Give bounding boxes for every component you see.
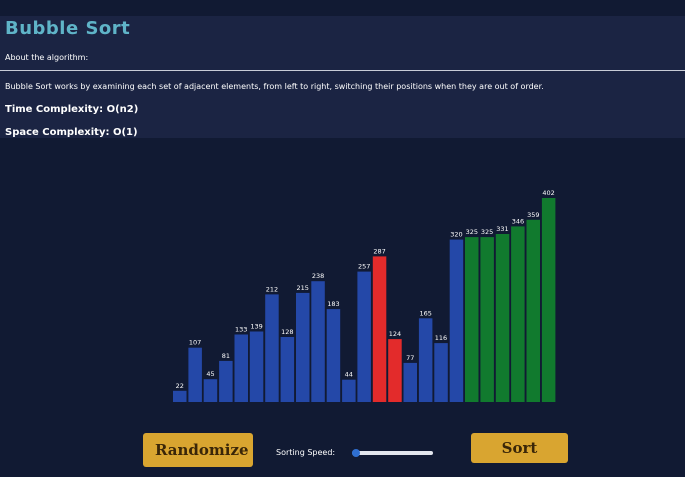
bar-6: [265, 294, 279, 402]
bar-15: [403, 362, 417, 402]
bar-17: [434, 343, 448, 402]
bar-label-24: 402: [542, 189, 554, 197]
bar-13: [372, 256, 387, 402]
bar-label-17: 116: [435, 334, 447, 342]
slider-thumb[interactable]: [352, 449, 361, 457]
bar-label-8: 215: [296, 284, 308, 292]
bar-label-22: 346: [512, 217, 524, 225]
bar-11: [342, 379, 356, 402]
about-label: About the algorithm:: [5, 53, 89, 62]
bar-21: [495, 234, 510, 402]
bar-label-6: 212: [266, 285, 278, 293]
bar-0: [173, 390, 187, 402]
bar-label-5: 139: [250, 323, 262, 331]
bar-18: [449, 239, 464, 402]
bar-5: [249, 331, 264, 402]
bar-label-13: 287: [373, 247, 385, 255]
bar-23: [526, 219, 540, 402]
top-strip: [0, 0, 685, 16]
bar-label-11: 44: [345, 371, 353, 379]
sorting-speed-label: Sorting Speed:: [276, 448, 336, 457]
bar-label-2: 45: [206, 370, 214, 378]
algorithm-description: Bubble Sort works by examining each set …: [5, 82, 544, 91]
bar-9: [311, 281, 325, 402]
bar-label-23: 359: [527, 211, 539, 219]
bar-label-1: 107: [189, 339, 201, 347]
randomize-button[interactable]: Randomize: [143, 433, 253, 467]
bar-8: [296, 292, 310, 402]
space-complexity: Space Complexity: O(1): [5, 127, 138, 138]
bar-1: [188, 347, 202, 402]
bar-19: [465, 237, 479, 402]
bar-16: [418, 318, 433, 402]
bar-label-19: 325: [466, 228, 478, 236]
page-title: Bubble Sort: [5, 18, 131, 39]
bar-12: [357, 271, 371, 402]
bar-label-12: 257: [358, 263, 370, 271]
bar-4: [234, 334, 248, 402]
bar-3: [219, 360, 233, 402]
divider: [0, 70, 685, 71]
bar-label-20: 325: [481, 228, 493, 236]
sort-button[interactable]: Sort: [471, 433, 568, 463]
bar-label-14: 124: [389, 330, 401, 338]
bar-2: [203, 379, 218, 402]
bar-label-0: 22: [176, 382, 184, 390]
bar-label-3: 81: [222, 352, 230, 360]
bar-10: [326, 309, 341, 402]
bar-22: [511, 226, 525, 402]
bar-label-18: 320: [450, 231, 462, 239]
bar-label-15: 77: [406, 354, 414, 362]
bar-24: [541, 198, 556, 402]
bar-label-7: 128: [281, 328, 293, 336]
bar-label-4: 133: [235, 326, 247, 334]
bar-label-10: 183: [327, 300, 339, 308]
bar-label-21: 331: [496, 225, 508, 233]
bar-7: [280, 337, 295, 402]
bar-label-9: 238: [312, 272, 324, 280]
bar-14: [388, 339, 402, 402]
info-panel: [0, 16, 685, 138]
bar-label-16: 165: [419, 309, 431, 317]
time-complexity: Time Complexity: O(n2): [5, 104, 139, 115]
bar-20: [480, 237, 494, 402]
sorting-speed-slider[interactable]: [352, 449, 433, 457]
